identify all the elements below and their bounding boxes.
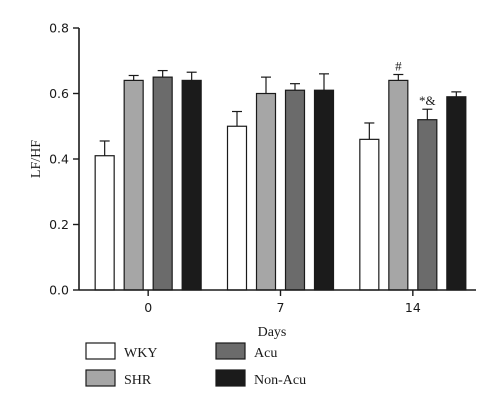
x-tick-label: 14 xyxy=(405,300,421,315)
legend: WKY SHR Acu Non-Acu xyxy=(85,342,306,388)
x-tick-label: 0 xyxy=(144,300,152,315)
significance-marker: # xyxy=(395,59,402,74)
legend-label-acu: Acu xyxy=(254,346,277,361)
bar-wky-day-14 xyxy=(359,138,380,291)
x-axis-title: Days xyxy=(258,325,287,340)
annotations: # *& xyxy=(395,59,436,109)
x-axis: 0 7 14 xyxy=(79,289,476,315)
bar-shr-day-14 xyxy=(388,79,409,291)
legend-swatch-shr xyxy=(85,369,116,387)
bar-wky-day-0 xyxy=(94,155,115,291)
bar-acu-day-14 xyxy=(417,119,438,291)
legend-swatch-wky xyxy=(85,342,116,360)
y-tick-label: 0.6 xyxy=(49,86,69,101)
error-bars xyxy=(99,69,462,156)
bar-acu-day-0 xyxy=(152,76,173,291)
legend-label-wky: WKY xyxy=(124,346,157,361)
y-ticks: 0.0 0.2 0.4 0.6 0.8 xyxy=(49,21,79,298)
y-tick-label: 0.8 xyxy=(49,21,69,36)
x-tick-label: 7 xyxy=(277,300,285,315)
bar-shr-day-0 xyxy=(123,79,144,291)
y-tick-label: 0.0 xyxy=(49,283,69,298)
legend-label-shr: SHR xyxy=(124,373,152,388)
bar-acu-day-7 xyxy=(284,89,306,291)
y-tick-label: 0.4 xyxy=(49,152,69,167)
bar-non-acu-day-14 xyxy=(446,96,467,291)
bars xyxy=(94,76,467,291)
bar-non-acu-day-0 xyxy=(181,79,202,291)
legend-swatch-acu xyxy=(215,342,246,360)
legend-swatch-non-acu xyxy=(215,369,246,387)
bar-shr-day-7 xyxy=(255,92,277,291)
significance-marker: *& xyxy=(419,93,436,108)
y-axis: 0.0 0.2 0.4 0.6 0.8 xyxy=(49,21,80,298)
y-axis-title: LF/HF xyxy=(29,140,44,178)
bar-wky-day-7 xyxy=(226,125,248,291)
legend-label-non-acu: Non-Acu xyxy=(254,373,306,388)
bar-non-acu-day-7 xyxy=(313,89,335,291)
y-tick-label: 0.2 xyxy=(49,217,69,232)
x-ticks: 0 7 14 xyxy=(144,290,421,315)
